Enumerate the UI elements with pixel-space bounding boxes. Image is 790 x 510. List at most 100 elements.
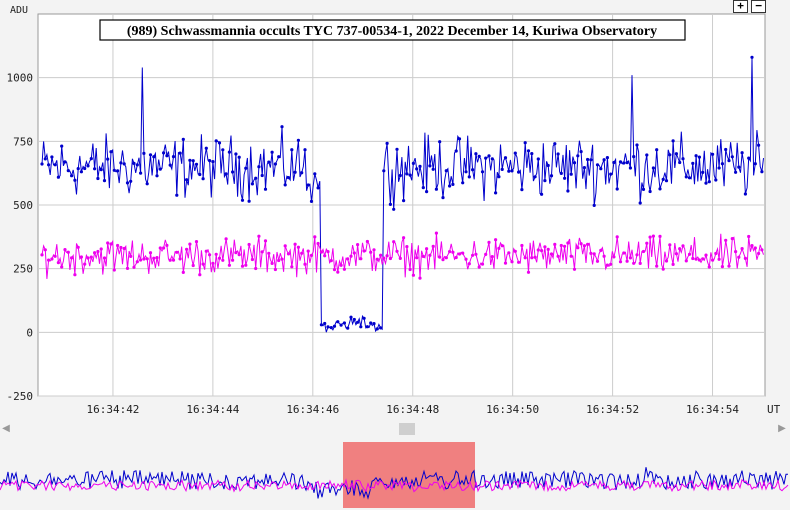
data-point [697,258,702,262]
data-point [125,181,130,185]
data-point [293,170,297,174]
data-point [747,156,751,160]
data-point [711,152,715,156]
data-point [434,187,438,191]
data-point [661,267,665,271]
data-point [602,254,606,258]
data-point [530,152,534,156]
data-point [132,265,136,269]
zoom-in-button[interactable]: + [733,0,748,13]
scroll-left-icon[interactable]: ◀ [2,423,10,434]
overview-series-2 [0,478,789,493]
data-point [201,177,205,181]
data-point [641,187,646,191]
data-point [231,170,235,174]
data-point [425,247,429,251]
data-point [687,176,692,180]
data-point [267,160,271,164]
data-point [392,207,396,211]
data-point [605,156,610,160]
data-point [204,249,208,253]
data-point [60,144,64,148]
data-point [60,265,64,269]
title-text: (989) Schwassmannia occults TYC 737-0053… [127,24,657,39]
scroll-thumb[interactable] [399,423,415,435]
y-tick-label: 750 [13,135,33,148]
data-point [388,256,392,261]
overview-navigator[interactable] [0,440,790,510]
overview-selection-window [343,442,475,508]
data-point [79,170,83,174]
data-point [474,152,478,156]
y-tick-label: 500 [13,199,33,212]
y-tick-label: 250 [13,263,33,276]
data-point [457,137,462,141]
data-point [152,256,156,260]
data-point [668,153,672,157]
data-point [155,174,159,178]
data-point [520,188,524,192]
data-point [395,249,399,253]
data-point [602,158,606,162]
data-point [556,254,560,258]
data-point [375,257,379,261]
data-point [510,260,514,264]
data-point [109,150,113,154]
data-point [592,203,596,207]
data-point [586,157,590,162]
data-point [490,255,494,259]
data-point [171,258,176,262]
zoom-out-button[interactable]: − [751,0,766,13]
data-point [664,179,669,183]
data-point [536,248,540,252]
data-point [53,163,57,167]
data-point [740,247,744,251]
data-point [352,317,356,322]
data-point [379,326,383,330]
scroll-right-icon[interactable]: ▶ [778,423,786,434]
data-point [309,253,314,257]
data-point [480,262,485,266]
overview-series-1 [0,467,788,500]
data-point [681,244,685,248]
data-point [737,165,741,169]
data-point [336,320,340,324]
data-point [487,240,491,244]
data-point [185,178,189,182]
data-point [89,255,93,259]
data-point [661,177,665,181]
data-point [306,249,310,253]
time-scrollbar[interactable]: ◀ ▶ [0,422,790,436]
data-point [494,238,498,242]
data-point [510,169,514,173]
title-box [99,19,686,41]
data-point [385,254,389,258]
data-point [503,261,508,265]
data-point [720,162,725,166]
data-point [589,158,593,162]
data-point [691,256,695,261]
data-point [296,138,300,142]
data-point [503,156,508,160]
data-point [441,196,445,200]
data-point [461,181,465,185]
data-point [148,153,153,157]
data-point [260,250,264,254]
data-point [760,248,764,252]
data-point [566,241,570,245]
data-point [707,265,711,269]
data-point [549,252,554,256]
data-point [549,174,554,178]
data-point [543,245,547,249]
data-point [697,155,702,159]
data-point [599,248,603,252]
data-point [181,270,185,274]
data-point [257,165,261,169]
data-point [648,235,652,239]
data-point [359,257,363,261]
data-point [293,242,297,246]
data-point [671,139,675,143]
data-point [257,234,261,238]
data-point [43,248,47,252]
data-point [612,160,616,165]
